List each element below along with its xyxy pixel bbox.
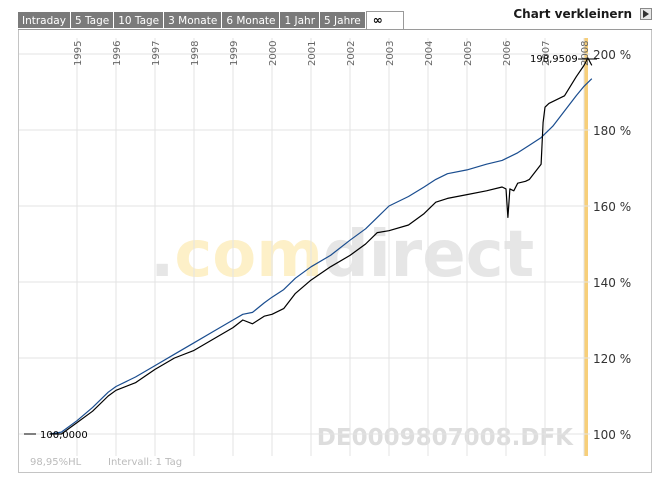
x-tick-label: 2005 <box>463 41 474 66</box>
x-tick-label: 2007 <box>541 41 552 66</box>
x-tick-label: 2003 <box>385 41 396 66</box>
current-period-highlight <box>584 38 588 456</box>
x-axis-ticks: 1995 1996 1997 1998 1999 2000 2001 2002 2003 2004… <box>73 41 591 66</box>
x-tick-label: 2004 <box>424 41 435 66</box>
x-tick-label: 2000 <box>268 41 279 66</box>
series-line-black <box>49 57 593 435</box>
tab-baseline <box>18 29 652 30</box>
watermark-isin: DE0009807008.DFK <box>317 425 574 451</box>
chart-shrink-label: Chart verkleinern <box>513 7 632 21</box>
x-tick-label: 1996 <box>112 41 123 66</box>
tab-5-tage[interactable]: 5 Tage <box>70 12 114 28</box>
y-tick-label: 180 % <box>593 124 631 138</box>
x-tick-label: 2008 <box>580 41 591 66</box>
series-line-blue <box>49 78 593 435</box>
x-tick-label: 2001 <box>307 41 318 66</box>
footer-interval: Intervall: 1 Tag <box>108 457 182 468</box>
play-arrow-icon <box>643 10 649 18</box>
x-tick-label: 1997 <box>151 41 162 66</box>
tab-1-jahr[interactable]: 1 Jahr <box>280 12 320 28</box>
chart-shrink-control[interactable]: Chart verkleinern <box>513 7 652 21</box>
tab-unbegrenzt[interactable]: ∞ <box>365 11 404 30</box>
x-tick-label: 2002 <box>346 41 357 66</box>
watermark-dot: . <box>150 218 174 292</box>
tab-intraday[interactable]: Intraday <box>18 12 70 28</box>
chart-grid <box>19 38 590 456</box>
x-tick-label: 1999 <box>229 41 240 66</box>
y-tick-label: 200 % <box>593 48 631 62</box>
x-tick-label: 2006 <box>502 41 513 66</box>
tab-10-tage[interactable]: 10 Tage <box>114 12 164 28</box>
watermark-com: com <box>174 218 323 292</box>
y-tick-label: 120 % <box>593 352 631 366</box>
y-tick-label: 160 % <box>593 200 631 214</box>
tab-6-monate[interactable]: 6 Monate <box>222 12 280 28</box>
watermark-direct: direct <box>323 218 534 292</box>
tab-3-monate[interactable]: 3 Monate <box>164 12 222 28</box>
y-tick-label: 100 % <box>593 428 631 442</box>
chart-shrink-button[interactable] <box>640 8 652 20</box>
footer-stat: 98,95%HL <box>30 457 82 468</box>
end-value-label: 198,9509 <box>530 54 578 65</box>
chart-frame <box>18 30 652 473</box>
tab-5-jahre[interactable]: 5 Jahre <box>320 12 365 28</box>
y-tick-label: 140 % <box>593 276 631 290</box>
watermark-brand: .comdirect <box>150 218 534 292</box>
chart-series <box>49 57 593 435</box>
range-tabs: Intraday 5 Tage 10 Tage 3 Monate 6 Monat… <box>18 11 405 30</box>
x-tick-label: 1995 <box>73 41 84 66</box>
start-value-label: 100,0000 <box>40 430 88 441</box>
y-axis-ticks: 100 % 120 % 140 % 160 % 180 % 200 % <box>593 48 631 442</box>
x-tick-label: 1998 <box>190 41 201 66</box>
